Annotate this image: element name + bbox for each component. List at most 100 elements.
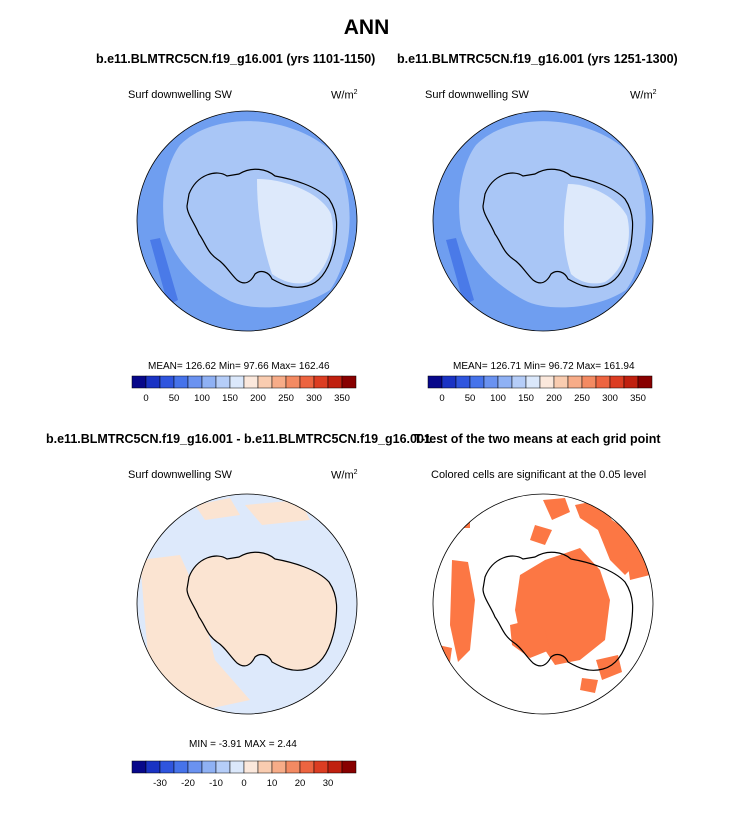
- colorbar-swatch: [173, 375, 189, 389]
- bottom-right-subtitle: Colored cells are significant at the 0.0…: [431, 469, 647, 481]
- colorbar-tick-label: 100: [490, 393, 506, 404]
- plateau-field: [257, 179, 333, 284]
- low-value-patch: [150, 238, 178, 305]
- significant-cells: [438, 498, 650, 714]
- colorbar-swatch: [341, 375, 357, 389]
- map-boundary: [432, 110, 654, 332]
- top-right-title: b.e11.BLMTRC5CN.f19_g16.001 (yrs 1251-13…: [397, 52, 678, 66]
- colorbar-tick-label: 150: [518, 393, 534, 404]
- positive-patch: [195, 498, 240, 520]
- colorbar-swatch: [201, 760, 217, 774]
- colorbar-tick-label: 50: [169, 393, 180, 404]
- colorbar-swatch: [497, 375, 513, 389]
- colorbar-swatch: [441, 375, 457, 389]
- colorbar-swatch: [623, 375, 639, 389]
- colorbar-tick-label: 0: [241, 778, 246, 789]
- positive-field: [140, 555, 250, 714]
- colorbar-swatch: [201, 375, 217, 389]
- colorbar-swatch: [299, 375, 315, 389]
- colorbar-swatch: [131, 375, 147, 389]
- colorbar-top-right: 0 50 100 150 200 250 300 350: [427, 375, 653, 404]
- colorbar-swatch: [483, 375, 499, 389]
- colorbar-tick-label: 30: [323, 778, 334, 789]
- colorbar-swatch: [229, 375, 245, 389]
- bottom-left-title: b.e11.BLMTRC5CN.f19_g16.001 - b.e11.BLMT…: [46, 432, 431, 446]
- colorbar-swatch: [159, 760, 175, 774]
- colorbar-tick-label: 50: [465, 393, 476, 404]
- top-left-title: b.e11.BLMTRC5CN.f19_g16.001 (yrs 1101-11…: [96, 52, 376, 66]
- colorbar-tick-label: -10: [209, 778, 223, 789]
- colorbar-tick-label: 0: [439, 393, 444, 404]
- colorbar-swatch: [299, 760, 315, 774]
- colorbar-swatch: [215, 760, 231, 774]
- colorbar-swatch: [159, 375, 175, 389]
- colorbar-swatch: [257, 375, 273, 389]
- colorbar-swatch: [271, 760, 287, 774]
- colorbar-tick-label: 300: [602, 393, 618, 404]
- colorbar-swatch: [327, 375, 343, 389]
- top-left-stats: MEAN= 126.62 Min= 97.66 Max= 162.46: [148, 361, 330, 372]
- colorbar-tick-label: 20: [295, 778, 306, 789]
- colorbar-tick-label: 0: [143, 393, 148, 404]
- top-left-units: W/m2: [331, 89, 358, 102]
- colorbar-swatch: [539, 375, 555, 389]
- top-right-units: W/m2: [630, 89, 657, 102]
- colorbar-tick-label: 200: [250, 393, 266, 404]
- colorbar-tick-label: 10: [267, 778, 278, 789]
- colorbar-bottom-left: -30 -20 -10 0 10 20 30: [131, 760, 357, 789]
- map-boundary: [136, 110, 358, 332]
- colorbar-swatch: [243, 760, 259, 774]
- colorbar-swatch: [131, 760, 147, 774]
- colorbar-tick-label: 300: [306, 393, 322, 404]
- colorbar-swatch: [525, 375, 541, 389]
- colorbar-swatch: [609, 375, 625, 389]
- colorbar-swatch: [285, 375, 301, 389]
- colorbar-swatch: [455, 375, 471, 389]
- colorbar-tick-label: 250: [278, 393, 294, 404]
- colorbar-swatch: [187, 375, 203, 389]
- colorbar-tick-label: -30: [153, 778, 167, 789]
- bottom-left-stats: MIN = -3.91 MAX = 2.44: [189, 739, 297, 750]
- colorbar-swatch: [567, 375, 583, 389]
- top-right-stats: MEAN= 126.71 Min= 96.72 Max= 161.94: [453, 361, 635, 372]
- colorbar-tick-label: 250: [574, 393, 590, 404]
- plateau-field: [563, 184, 629, 284]
- map-top-left: [136, 110, 358, 332]
- colorbar-swatch: [341, 760, 357, 774]
- colorbar-swatch: [243, 375, 259, 389]
- top-left-variable: Surf downwelling SW: [128, 89, 232, 101]
- colorbar-swatch: [637, 375, 653, 389]
- colorbar-swatch: [581, 375, 597, 389]
- figure-title: ANN: [343, 16, 390, 39]
- colorbar-swatch: [595, 375, 611, 389]
- colorbar-tick-label: 150: [222, 393, 238, 404]
- map-bottom-right: [432, 493, 654, 715]
- colorbar-swatch: [145, 375, 161, 389]
- colorbar-swatch: [229, 760, 245, 774]
- colorbar-swatch: [469, 375, 485, 389]
- top-right-variable: Surf downwelling SW: [425, 89, 529, 101]
- colorbar-swatch: [553, 375, 569, 389]
- map-bottom-left: [136, 493, 358, 715]
- colorbar-swatch: [145, 760, 161, 774]
- colorbar-swatch: [215, 375, 231, 389]
- colorbar-tick-label: 350: [630, 393, 646, 404]
- colorbar-swatch: [285, 760, 301, 774]
- bottom-left-units: W/m2: [331, 469, 358, 482]
- colorbar-swatch: [427, 375, 443, 389]
- bottom-left-variable: Surf downwelling SW: [128, 469, 232, 481]
- colorbar-swatch: [313, 375, 329, 389]
- positive-patch: [245, 500, 310, 525]
- colorbar-swatch: [257, 760, 273, 774]
- colorbar-swatch: [511, 375, 527, 389]
- colorbar-tick-label: 100: [194, 393, 210, 404]
- map-top-right: [432, 110, 654, 332]
- colorbar-tick-label: -20: [181, 778, 195, 789]
- map-boundary: [432, 493, 654, 715]
- colorbar-tick-label: 350: [334, 393, 350, 404]
- bottom-right-title: T-test of the two means at each grid poi…: [414, 432, 661, 446]
- colorbar-swatch: [173, 760, 189, 774]
- colorbar-top-left: 0 50 100 150 200 250 300 350: [131, 375, 357, 404]
